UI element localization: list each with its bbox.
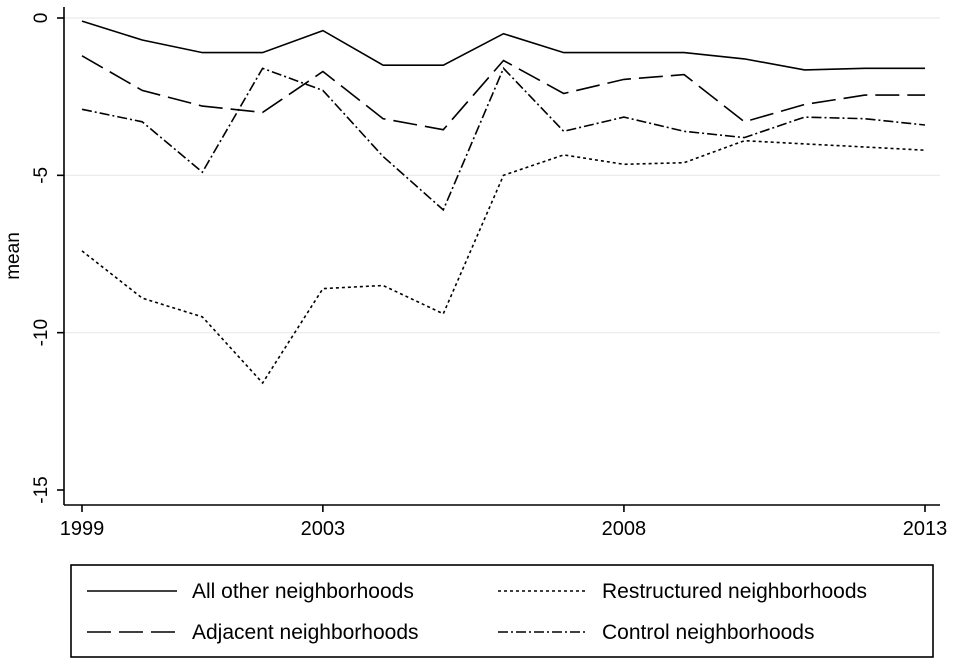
legend-label: All other neighborhoods [192,580,414,603]
legend-label: Restructured neighborhoods [602,580,867,603]
x-tick-label: 2003 [301,518,346,540]
legend: All other neighborhoods Adjacent neighbor… [71,565,933,657]
series-line-2 [82,141,925,383]
x-tick-label: 2008 [602,518,647,540]
x-tick-label: 2013 [903,518,948,540]
series-line-0 [82,21,925,70]
y-tick-label: -15 [31,476,52,503]
series-line-3 [82,68,925,210]
y-tick-label: -10 [31,319,52,346]
ticks-layer: 0 -5 -10 -15 1999 2003 2008 2013 [31,13,947,540]
y-tick-label: -5 [31,167,52,184]
legend-label: Control neighborhoods [602,621,814,644]
y-axis-label: mean [3,232,24,280]
grid-layer [64,18,940,333]
legend-label: Adjacent neighborhoods [192,621,419,644]
series-layer [82,21,925,383]
y-tick-label: 0 [31,13,52,24]
axes-layer: mean [3,7,940,505]
x-tick-label: 1999 [60,518,105,540]
